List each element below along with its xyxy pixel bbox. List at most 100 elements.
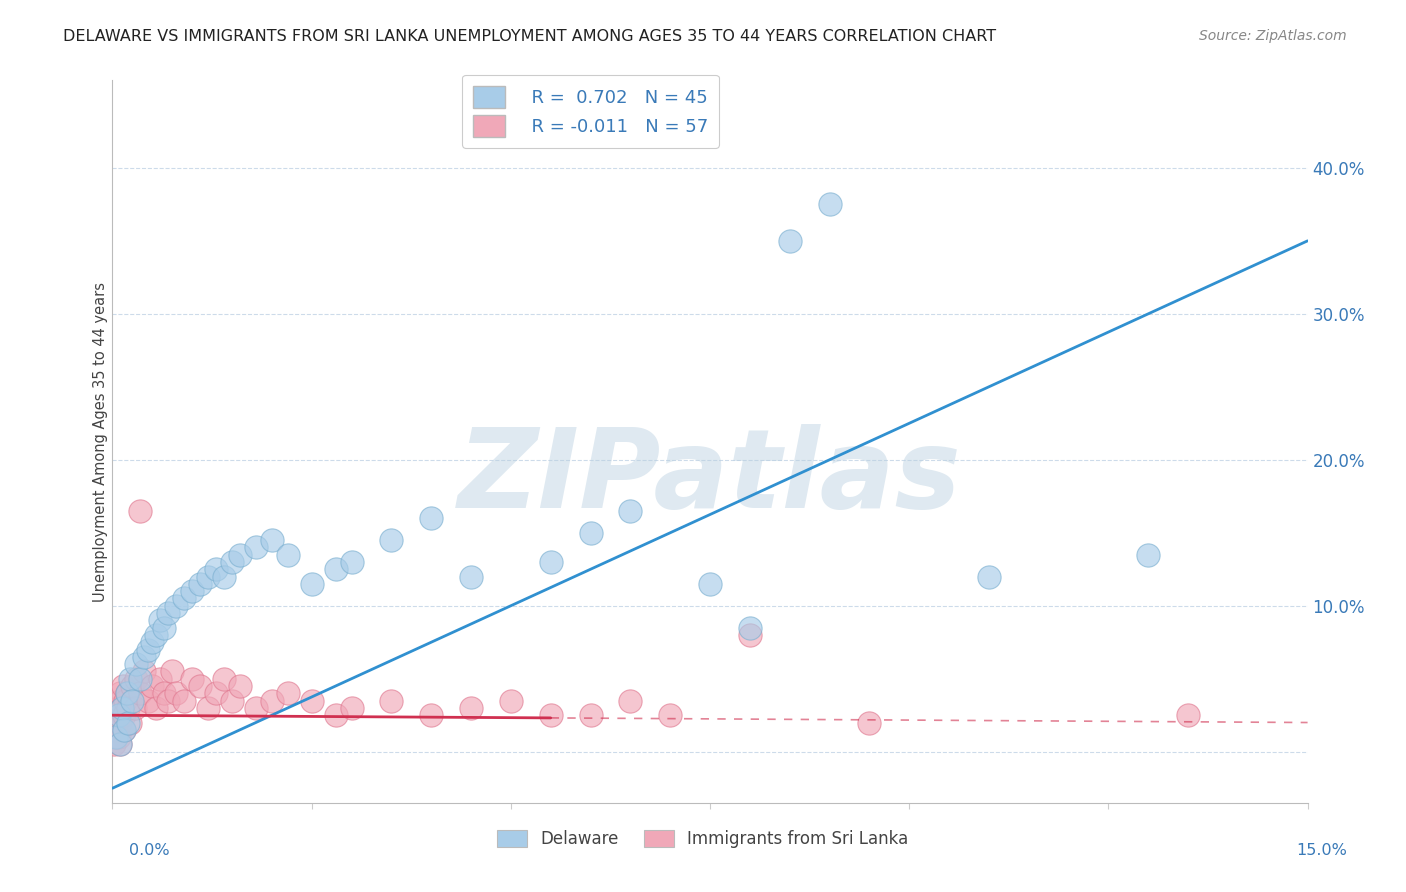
Point: [110, 738, 132, 752]
Point: [129, 672, 152, 686]
Point: [212, 672, 235, 686]
Point: [245, 541, 267, 555]
Point: [245, 701, 267, 715]
Point: [380, 533, 402, 547]
Point: [105, 708, 128, 723]
Point: [121, 693, 143, 707]
Point: [301, 693, 323, 707]
Point: [145, 701, 167, 715]
Point: [110, 715, 132, 730]
Point: [260, 533, 283, 547]
Point: [277, 686, 299, 700]
Point: [118, 672, 141, 686]
Point: [108, 708, 131, 723]
Point: [118, 715, 141, 730]
Point: [420, 511, 443, 525]
Point: [107, 701, 129, 715]
Point: [105, 730, 128, 744]
Point: [115, 686, 138, 700]
Point: [124, 701, 146, 715]
Point: [110, 738, 132, 752]
Point: [110, 686, 132, 700]
Point: [659, 708, 682, 723]
Point: [619, 693, 641, 707]
Point: [141, 679, 163, 693]
Point: [141, 635, 163, 649]
Point: [699, 577, 721, 591]
Point: [301, 577, 323, 591]
Legend: Delaware, Immigrants from Sri Lanka: Delaware, Immigrants from Sri Lanka: [491, 823, 915, 855]
Point: [858, 715, 880, 730]
Point: [165, 686, 187, 700]
Point: [125, 672, 148, 686]
Text: Source: ZipAtlas.com: Source: ZipAtlas.com: [1199, 29, 1347, 43]
Point: [977, 569, 1000, 583]
Point: [165, 599, 187, 613]
Point: [162, 665, 183, 679]
Point: [121, 679, 143, 693]
Point: [738, 628, 761, 642]
Point: [260, 693, 283, 707]
Point: [197, 701, 219, 715]
Point: [181, 584, 204, 599]
Point: [104, 730, 127, 744]
Point: [188, 679, 211, 693]
Point: [818, 197, 841, 211]
Point: [779, 234, 801, 248]
Point: [157, 693, 180, 707]
Point: [149, 672, 172, 686]
Point: [380, 693, 402, 707]
Point: [212, 569, 235, 583]
Point: [460, 569, 482, 583]
Point: [173, 591, 195, 606]
Point: [115, 686, 138, 700]
Point: [619, 504, 641, 518]
Text: 0.0%: 0.0%: [129, 843, 170, 858]
Point: [111, 701, 134, 715]
Point: [340, 701, 363, 715]
Point: [229, 548, 252, 562]
Point: [221, 693, 243, 707]
Point: [112, 708, 135, 723]
Point: [157, 606, 180, 620]
Point: [105, 715, 128, 730]
Point: [149, 613, 172, 627]
Point: [134, 649, 156, 664]
Point: [125, 657, 148, 672]
Point: [460, 701, 482, 715]
Point: [117, 715, 139, 730]
Point: [229, 679, 252, 693]
Point: [205, 686, 228, 700]
Point: [108, 693, 131, 707]
Point: [114, 693, 136, 707]
Point: [103, 738, 125, 752]
Point: [499, 693, 522, 707]
Point: [117, 701, 139, 715]
Point: [579, 708, 602, 723]
Y-axis label: Unemployment Among Ages 35 to 44 years: Unemployment Among Ages 35 to 44 years: [93, 282, 108, 601]
Point: [129, 686, 152, 700]
Point: [1137, 548, 1160, 562]
Point: [277, 548, 299, 562]
Point: [540, 555, 562, 569]
Point: [325, 708, 347, 723]
Point: [111, 679, 134, 693]
Point: [138, 642, 160, 657]
Point: [108, 730, 131, 744]
Point: [153, 686, 176, 700]
Text: DELAWARE VS IMMIGRANTS FROM SRI LANKA UNEMPLOYMENT AMONG AGES 35 TO 44 YEARS COR: DELAWARE VS IMMIGRANTS FROM SRI LANKA UN…: [63, 29, 997, 44]
Point: [420, 708, 443, 723]
Point: [188, 577, 211, 591]
Point: [114, 723, 135, 737]
Point: [111, 701, 134, 715]
Point: [1177, 708, 1199, 723]
Point: [134, 665, 156, 679]
Point: [738, 621, 761, 635]
Text: ZIPatlas: ZIPatlas: [458, 425, 962, 531]
Text: 15.0%: 15.0%: [1296, 843, 1347, 858]
Point: [325, 562, 347, 576]
Point: [205, 562, 228, 576]
Point: [221, 555, 243, 569]
Legend:   R =  0.702   N = 45,   R = -0.011   N = 57: R = 0.702 N = 45, R = -0.011 N = 57: [463, 75, 718, 148]
Point: [145, 628, 167, 642]
